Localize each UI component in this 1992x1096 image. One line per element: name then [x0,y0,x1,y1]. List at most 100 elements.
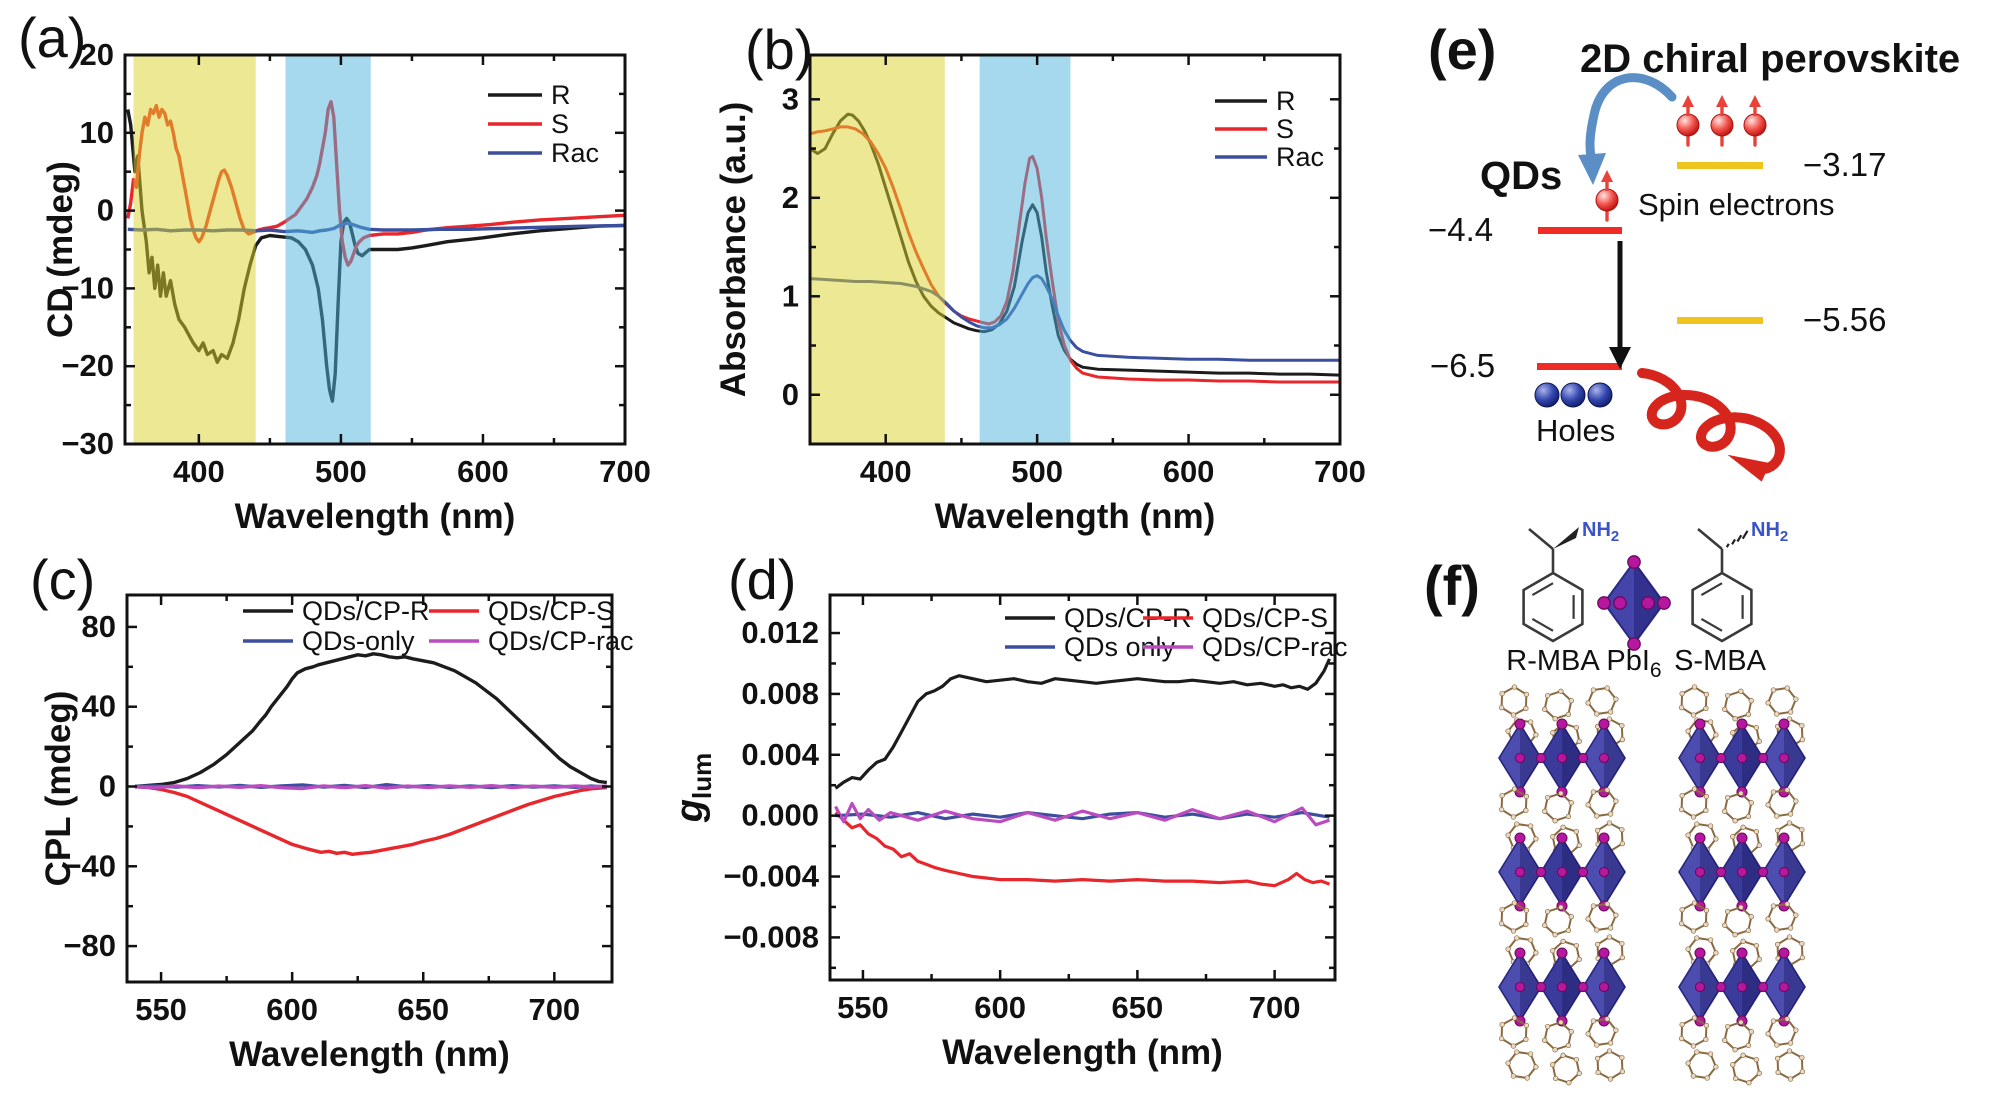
x-tick-label: 650 [1112,990,1164,1025]
legend-label: Rac [1276,142,1324,172]
highlight-band [979,55,1071,444]
qd-vb-level [1537,363,1622,370]
nh2-label: NH2 [1582,519,1619,545]
x-tick-label: 700 [599,454,651,489]
hole-icon [1587,382,1613,408]
pbi6-label: PbI6 [1594,645,1674,683]
series-QDs/CP-R [134,652,608,789]
recombination-arrow-icon [1609,241,1631,369]
energy-perovskite-cb: −3.17 [1803,146,1887,183]
s-mba-label: S-MBA [1674,645,1766,677]
y-tick-label: 40 [82,689,116,724]
absorbance-spectra-plot: 400 500 600 700 3 2 1 0 Wavelength (nm) Absorbanc… [714,53,1366,536]
panel-label-e: (e) [1428,18,1497,81]
glum-spectra-plot: 550 600 650 700 0.012 0.008 0.004 0.000 −0.004 −0… [669,593,1348,1072]
spin-electron-icon [1676,95,1700,147]
perovskite-vb-level [1677,317,1763,324]
panel-label-c: (c) [30,548,96,611]
x-tick-label: 600 [1163,454,1215,489]
x-tick-label: 600 [974,990,1026,1025]
x-tick-label: 700 [1249,990,1301,1025]
y-tick-label: −80 [63,928,116,963]
y-tick-label: 0.000 [741,798,819,833]
series-QDs/CP-S [134,784,607,856]
x-axis-label: Wavelength (nm) [942,1033,1223,1072]
y-tick-label: −0.008 [723,919,819,954]
holes-label: Holes [1536,413,1616,448]
nh2-label: NH2 [1751,519,1788,545]
hash-bond-icon [1725,543,1730,548]
y-tick-label: −30 [61,426,114,461]
y-tick-label: 10 [80,115,114,150]
y-tick-label: 0.012 [741,615,819,650]
y-tick-label: 3 [782,81,799,116]
energy-diagram-graphics [1534,73,1785,482]
plot-frame [125,593,614,984]
r-mba-molecule: NH2 [1522,519,1619,643]
legend-label: Rac [551,138,599,168]
panel-e-energy-diagram: 2D chiral perovskite QDs Spin electrons … [1390,5,1990,505]
r-mba-label: R-MBA [1506,645,1600,677]
highlight-band [133,55,256,444]
x-tick-label: 600 [457,454,509,489]
series-QDs/CP-R [834,658,1331,790]
x-tick-label: 400 [860,454,912,489]
x-tick-label: 700 [1314,454,1366,489]
y-tick-label: 2 [782,180,799,215]
crystal-structure-graphics: NH2 NH2 [1498,519,1806,1086]
y-axis-label: glum [669,753,717,823]
hole-icon [1560,382,1586,408]
series-QDs only [835,811,1330,821]
x-tick-label: 500 [1011,454,1063,489]
y-axis-label: Absorbance (a.u.) [714,102,753,398]
x-tick-label: 500 [315,454,367,489]
plot-frame [828,593,1337,982]
y-tick-label: 0.008 [741,676,819,711]
legend-label: QDs/CP-rac [488,626,634,656]
series-QDs/CP-rac [134,783,607,791]
spin-electron-icon [1710,95,1734,147]
spin-electron-icon [1595,170,1619,222]
y-axis-label: CPL (mdeg) [39,691,78,887]
perovskite-cb-level [1677,162,1763,169]
spin-electrons-label: Spin electrons [1638,187,1835,222]
wedge-bond-icon [1553,527,1579,549]
x-tick-label: 550 [837,990,889,1025]
x-axis-label: Wavelength (nm) [229,1035,510,1074]
energy-qd-vb: −6.5 [1430,347,1496,384]
energy-qd-cb: −4.4 [1428,211,1494,248]
hash-bond-icon [1736,534,1743,543]
legend-label: R [1276,86,1296,116]
y-tick-label: −20 [61,348,114,383]
x-tick-label: 550 [135,992,187,1027]
panel-a-cd-chart: 400 500 600 700 20 10 0 −10 −20 −30 Wavelength (nm… [15,5,655,536]
panel-c-cpl-chart: 550 600 650 700 80 40 0 −40 −80 Wavelength (nm) CP… [15,545,655,1090]
legend-label: QDs/CP-S [1202,603,1328,633]
series-QDs/CP-rac [834,801,1331,827]
x-axis-label: Wavelength (nm) [935,497,1216,536]
panel-label-a: (a) [18,6,87,69]
y-tick-label: 0 [782,377,799,412]
qd-cb-level [1538,227,1622,234]
energy-perovskite-vb: −5.56 [1803,301,1887,338]
legend-label: S [1276,114,1294,144]
cpl-spiral-arrow-icon [1637,368,1785,482]
legend-label: S [551,109,569,139]
legend-label: R [551,80,571,110]
panel-d-glum-chart: 550 600 650 700 0.012 0.008 0.004 0.000 −0.004 −0… [660,545,1360,1090]
cd-spectra-plot: 400 500 600 700 20 10 0 −10 −20 −30 Wavelength (nm… [41,37,651,536]
y-tick-label: −0.004 [723,859,819,894]
y-tick-label: −40 [63,848,116,883]
y-tick-label: 20 [80,37,114,72]
x-tick-label: 600 [266,992,318,1027]
diagram-title: 2D chiral perovskite [1580,37,1961,81]
y-axis-label: CD (mdeg) [41,161,80,338]
highlight-band [810,55,945,444]
series-QDs/CP-S [834,811,1331,888]
spin-electron-icon [1743,95,1767,147]
panel-label-d: (d) [728,548,797,611]
legend-label: QDs-only [302,626,415,656]
x-tick-label: 400 [173,454,225,489]
y-tick-label: 0 [97,193,114,228]
legend-label: QDs/CP-R [302,596,430,626]
